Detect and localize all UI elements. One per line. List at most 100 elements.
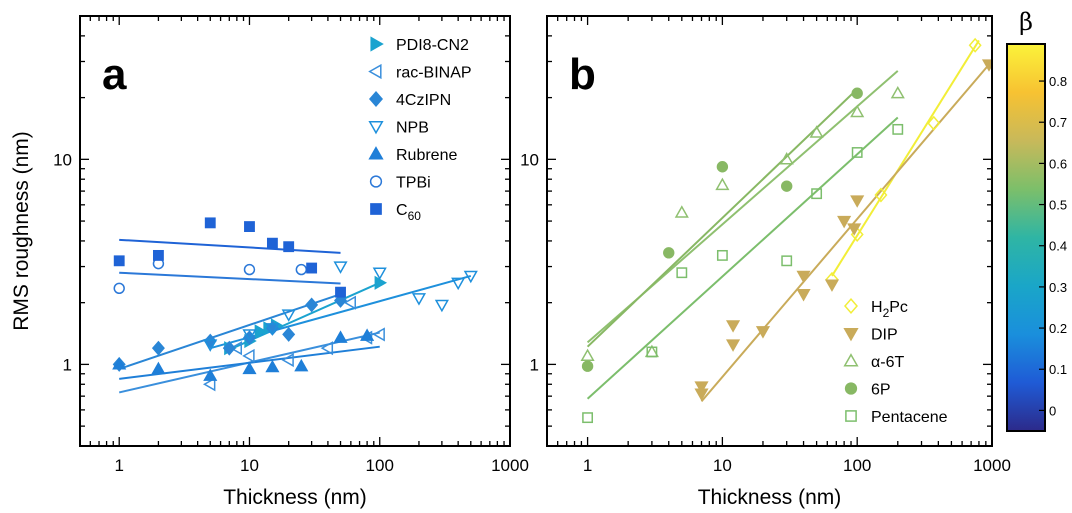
legend-label: NPB — [396, 120, 429, 137]
data-point — [244, 221, 255, 232]
data-point — [333, 261, 348, 274]
data-point — [847, 223, 862, 236]
data-point — [320, 341, 334, 356]
x-tick-label: 1 — [114, 456, 123, 475]
legend-marker — [844, 297, 858, 315]
series-dip — [700, 63, 990, 403]
axis-ticks: 1 10 100 1000 1 10 — [53, 15, 529, 475]
points-c60 — [113, 217, 346, 298]
data-point — [811, 188, 823, 200]
data-point — [306, 262, 318, 274]
data-point — [281, 352, 294, 368]
colorbar-gradient — [1007, 44, 1045, 431]
legend-label: Rubrene — [396, 147, 457, 164]
data-point — [229, 341, 243, 356]
series-pentacene — [586, 116, 899, 400]
data-point — [694, 381, 709, 394]
data-point — [580, 348, 595, 362]
legend: H2Pc DIP α-6T 6P Pentacene — [843, 297, 948, 426]
data-point — [372, 267, 387, 280]
data-point — [374, 275, 388, 290]
legend-label: Pentacene — [871, 409, 948, 426]
data-point — [242, 348, 255, 363]
data-point — [266, 237, 278, 249]
colorbar-tick-label: 0 — [1049, 403, 1056, 418]
points-dip — [694, 59, 992, 401]
legend-label: α-6T — [871, 354, 904, 371]
points-6p — [581, 87, 863, 372]
legend-label: 6P — [871, 382, 891, 399]
data-point — [254, 324, 268, 339]
x-tick-label: 10 — [240, 456, 259, 475]
data-point — [305, 297, 319, 313]
data-point — [850, 195, 865, 208]
data-point — [582, 412, 594, 424]
colorbar-title: β — [1019, 8, 1033, 36]
fit-line — [119, 238, 341, 254]
legend-marker — [370, 203, 382, 215]
data-point — [112, 357, 127, 370]
points-rubrene — [112, 328, 375, 381]
data-point — [851, 147, 863, 158]
series-6p — [586, 88, 858, 348]
x-tick-label: 100 — [843, 456, 871, 475]
series-4czipn — [118, 293, 341, 370]
data-point — [796, 270, 811, 284]
data-point — [850, 104, 865, 118]
data-point — [203, 339, 218, 352]
legend-marker — [843, 353, 859, 367]
plot-area — [580, 37, 992, 424]
data-point — [676, 267, 688, 279]
fit-line — [118, 293, 341, 370]
data-point — [890, 85, 905, 99]
data-point — [243, 263, 256, 276]
data-point — [674, 205, 689, 218]
legend-label: PDI8-CN2 — [396, 37, 469, 54]
data-point — [333, 330, 348, 343]
data-point — [282, 326, 296, 342]
series-tpbi — [119, 271, 341, 285]
data-point — [463, 270, 478, 284]
panel-letter: a — [102, 50, 127, 99]
legend-label: rac-BINAP — [396, 65, 472, 82]
fit-line — [586, 116, 899, 400]
legend-marker — [845, 410, 857, 422]
legend-label: C60 — [396, 202, 421, 223]
data-point — [360, 328, 375, 341]
data-point — [715, 177, 730, 191]
colorbar-tick-label: 0.5 — [1049, 198, 1067, 213]
colorbar-tick-label: 0.6 — [1049, 156, 1067, 171]
data-point — [892, 123, 904, 135]
colorbar-tick-label: 0.4 — [1049, 239, 1067, 254]
data-point — [265, 359, 280, 373]
data-point — [927, 115, 941, 131]
legend-marker — [369, 175, 383, 188]
data-point — [837, 215, 852, 229]
data-point — [113, 255, 125, 267]
fit-line — [700, 63, 990, 403]
data-point — [411, 293, 427, 306]
data-point — [283, 241, 295, 253]
data-point — [202, 377, 216, 392]
colorbar-tick-label: 0.1 — [1049, 362, 1067, 377]
legend-label: TPBi — [396, 175, 431, 192]
data-point — [716, 161, 729, 173]
x-tick-label: 1000 — [973, 456, 1011, 475]
panel-letter: b — [569, 50, 596, 99]
plot-area — [112, 217, 478, 394]
data-point — [434, 299, 449, 313]
y-tick-label: 1 — [63, 355, 72, 374]
series-h2pc — [831, 39, 980, 277]
data-point — [755, 326, 771, 339]
panel-b: 1 10 100 1000 1 10 Thickness (nm) b H2Pc DIP α-6T 6… — [520, 15, 1011, 509]
data-point — [451, 277, 466, 291]
plot-frame — [546, 15, 993, 447]
x-tick-label: 1 — [583, 456, 592, 475]
colorbar: 0 0.1 0.2 0.3 0.4 0.5 0.6 0.7 0.8 β — [1006, 8, 1067, 432]
x-axis-title: Thickness (nm) — [698, 486, 842, 509]
legend-label: H2Pc — [871, 299, 908, 320]
data-point — [204, 217, 216, 229]
colorbar-tick-label: 0.2 — [1049, 321, 1067, 336]
legend-marker — [368, 146, 384, 160]
data-point — [203, 368, 218, 381]
